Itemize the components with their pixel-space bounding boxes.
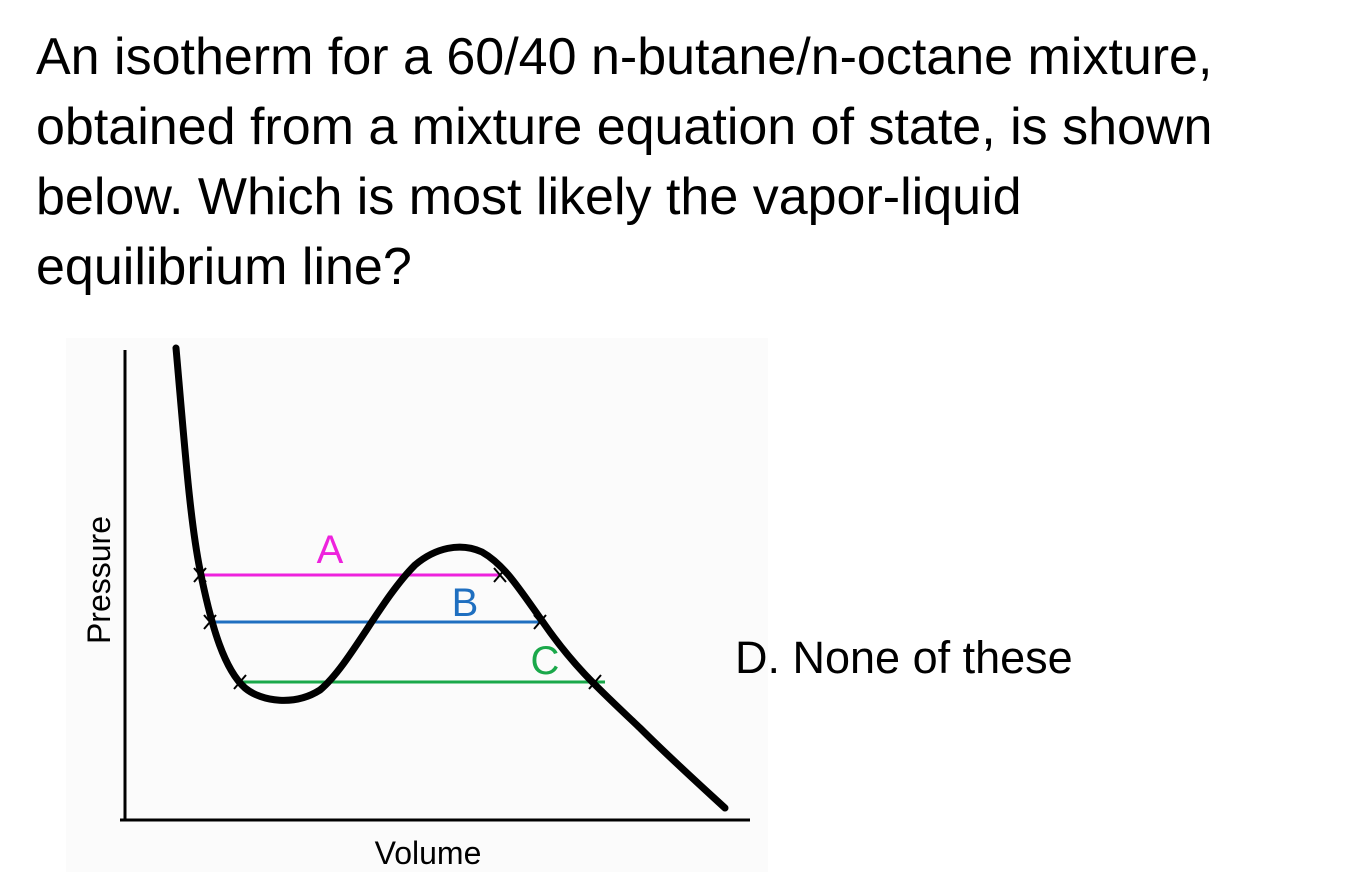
y-axis-label: Pressure bbox=[81, 516, 117, 644]
question: An isotherm for a 60/40 n-butane/n-octan… bbox=[36, 28, 1213, 296]
line-label: B bbox=[452, 581, 479, 625]
diagram-background bbox=[66, 338, 768, 872]
x-axis-label: Volume bbox=[375, 835, 482, 871]
line-label: C bbox=[531, 639, 560, 683]
answer-option[interactable]: D. None of these bbox=[735, 632, 1073, 683]
line-label: A bbox=[317, 528, 344, 572]
isotherm-curve bbox=[172, 344, 729, 812]
endpoint-marks bbox=[193, 567, 602, 690]
